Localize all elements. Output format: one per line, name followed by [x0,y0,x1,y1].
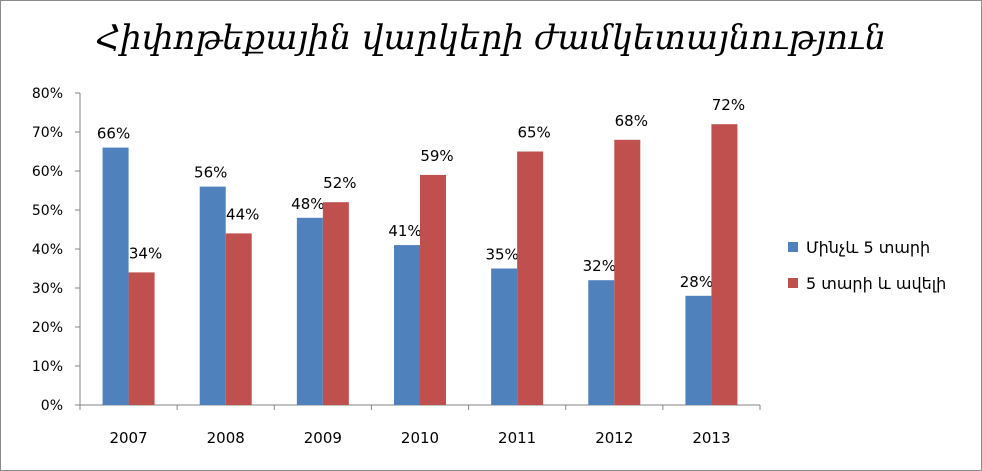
x-tick-label: 2010 [401,429,439,447]
data-label-series-2: 72% [712,96,745,114]
x-tick-label: 2012 [595,429,633,447]
bar-series-1 [491,268,518,405]
y-tick-label: 60% [32,164,63,180]
bar-series-2 [517,151,544,405]
legend-label-series-2: 5 տարի և ավելի [806,273,947,293]
legend-swatch-series-1 [788,242,798,252]
data-label-series-2: 65% [517,124,550,142]
bar-series-1 [296,217,323,405]
data-label-series-2: 34% [129,244,162,262]
y-tick-label: 20% [32,320,63,336]
bar-series-1 [394,245,420,405]
y-tick-label: 70% [32,125,63,141]
legend-item-series-1: Մինչև 5 տարի [788,236,946,258]
y-tick-label: 40% [32,242,63,258]
bar-series-1 [199,186,226,405]
data-label-series-2: 68% [615,112,648,130]
bar-series-2 [711,124,738,405]
bar-series-2 [420,174,446,405]
y-tick-label: 30% [32,281,63,297]
data-label-series-1: 56% [194,164,227,182]
data-label-series-2: 52% [323,174,356,192]
legend-item-series-2: 5 տարի և ավելի [788,272,946,294]
bar-series-2 [614,139,641,406]
x-tick-label: 2009 [304,429,342,447]
x-tick-label: 2008 [207,429,245,447]
data-label-series-1: 32% [583,257,616,275]
x-tick-label: 2013 [692,429,730,447]
y-tick-label: 50% [32,203,63,219]
data-label-series-2: 59% [420,147,453,165]
bar-series-2 [225,233,252,405]
x-tick-label: 2011 [498,429,536,447]
x-tick-label: 2007 [109,429,147,447]
bar-series-1 [102,147,129,405]
y-tick-label: 0% [41,398,63,414]
data-label-series-1: 28% [680,273,713,291]
data-label-series-1: 48% [291,195,324,213]
legend: Մինչև 5 տարի 5 տարի և ավելի [788,236,946,308]
bar-series-2 [128,272,155,405]
data-label-series-1: 35% [485,246,518,264]
chart-title: Հիփոթեքային վարկերի ժամկետայնություն [95,18,887,58]
bar-series-1 [685,295,712,405]
y-tick-label: 10% [32,359,63,375]
y-tick-label: 80% [32,86,63,102]
data-label-series-2: 44% [226,205,259,223]
bar-series-1 [588,280,615,405]
bar-series-2 [322,202,349,405]
data-label-series-1: 66% [97,125,130,143]
data-label-series-1: 41% [388,222,421,240]
legend-swatch-series-2 [788,278,798,288]
legend-label-series-1: Մինչև 5 տարի [806,237,931,257]
